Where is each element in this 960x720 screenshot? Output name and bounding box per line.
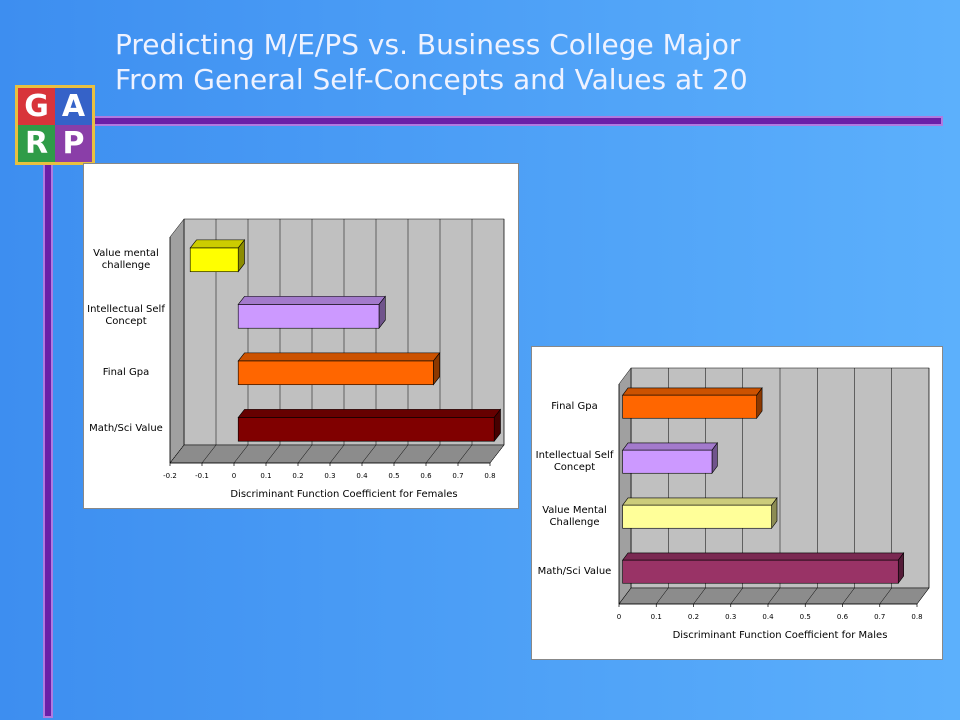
x-tick-label: 0.2 [292, 472, 303, 480]
bar [622, 394, 758, 419]
y-tick-label: Final Gpa [551, 400, 598, 412]
floor-grid-line [265, 444, 281, 464]
x-tick-label: 0.6 [837, 613, 849, 621]
x-tick-label: 0.5 [388, 472, 399, 480]
x-tick-label: 0.7 [452, 472, 463, 480]
floor-grid-line [361, 444, 377, 464]
y-tick-label: Value Mental Challenge [542, 504, 607, 528]
bar-top [621, 442, 718, 451]
floor-grid-line [842, 587, 855, 605]
x-tick-label: 0.4 [762, 613, 774, 621]
bar [237, 304, 380, 329]
x-tick-label: 0.8 [484, 472, 495, 480]
bar-top [621, 387, 763, 396]
bar [237, 417, 495, 442]
x-tick-label: 0.5 [800, 613, 811, 621]
floor-grid-line [329, 444, 345, 464]
floor-grid-line [393, 444, 409, 464]
chart: -0.2 -0.1 0 0.1 0.2 0.3 0.4 0.5 0.6 0.7 0.8 Discrim… [83, 163, 519, 509]
floor-grid-line [457, 444, 473, 464]
x-tick-label: 0.3 [725, 613, 736, 621]
slide-title: Predicting M/E/PS vs. Business College M… [115, 28, 741, 61]
bar [189, 247, 239, 273]
logo-letter: A [55, 88, 92, 125]
y-tick-label: Math/Sci Value [89, 423, 163, 435]
bar [237, 360, 434, 386]
floor-grid-line [693, 587, 706, 605]
floor-grid-line [730, 587, 743, 605]
x-tick-label: 0.8 [911, 613, 922, 621]
x-tick-label: 0.1 [260, 472, 271, 480]
logo: G A R P [15, 85, 95, 165]
x-tick-label: -0.2 [163, 472, 177, 480]
floor-grid-line [618, 587, 632, 605]
x-tick-label: -0.1 [195, 472, 209, 480]
plot: -0.2 -0.1 0 0.1 0.2 0.3 0.4 0.5 0.6 0.7 0.8 Discrim… [163, 218, 505, 500]
floor-grid-line [916, 587, 930, 605]
floor-grid-line [201, 444, 217, 464]
x-tick-label: 0.2 [688, 613, 699, 621]
slide-title: From General Self-Concepts and Values at… [115, 63, 748, 96]
decor-line [45, 116, 943, 126]
bar-top [237, 409, 502, 418]
floor-grid-line [656, 587, 669, 605]
bar-top [621, 552, 905, 561]
x-tick-label: 0.3 [324, 472, 335, 480]
chart: 0 0.1 0.2 0.3 0.4 0.5 0.6 0.7 0.8 Discriminant Fu… [531, 346, 943, 660]
y-tick-label: Math/Sci Value [537, 565, 612, 577]
side-wall [169, 218, 185, 464]
decor-line [43, 120, 53, 718]
floor-grid-line [425, 444, 441, 464]
logo-letter: G [18, 88, 55, 125]
y-tick-label: Final Gpa [102, 366, 150, 378]
floor-grid-line [233, 444, 249, 464]
floor-grid-line [767, 587, 781, 605]
bar-top [189, 239, 246, 249]
y-tick-label: Intellectual Self Concept [535, 449, 614, 473]
plot: 0 0.1 0.2 0.3 0.4 0.5 0.6 0.7 0.8 Discriminant Fu… [617, 367, 930, 641]
x-tick-label: 0.4 [356, 472, 368, 480]
x-tick-label: 0 [617, 613, 621, 621]
bar [622, 559, 899, 584]
x-axis-label: Discriminant Function Coefficient for Ma… [673, 630, 888, 641]
floor-grid-line [805, 587, 818, 605]
floor-grid-line [297, 444, 313, 464]
logo-letter: R [18, 125, 55, 162]
floor-grid-line [489, 444, 505, 464]
bar [622, 449, 713, 474]
bar [622, 504, 772, 529]
y-tick-label: Intellectual Self Concept [87, 304, 165, 328]
floor-grid-line [169, 444, 185, 464]
x-tick-label: 0.6 [420, 472, 432, 480]
floor-grid-line [879, 587, 892, 605]
bar-top [621, 497, 778, 506]
bar-top [237, 296, 386, 305]
bar-top [237, 352, 441, 362]
x-tick-label: 0.7 [874, 613, 885, 621]
y-tick-label: Value mental challenge [93, 247, 159, 271]
x-tick-label: 0 [232, 472, 236, 480]
x-tick-label: 0.1 [651, 613, 662, 621]
logo-letter: P [55, 125, 92, 162]
x-axis-label: Discriminant Function Coefficient for Fe… [230, 489, 457, 500]
